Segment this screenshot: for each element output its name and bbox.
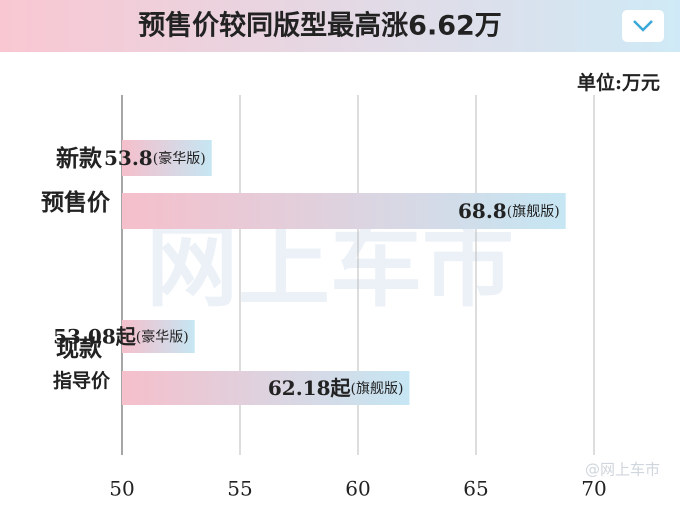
bar-label: 68.8(旗舰版) <box>458 199 560 223</box>
bar <box>122 320 195 353</box>
edition-label: (豪华版) <box>153 151 206 167</box>
watermark: 网上车市 <box>146 212 514 319</box>
x-tick-label: 55 <box>227 477 252 501</box>
value-label: 53.8 <box>104 146 153 170</box>
title-banner <box>0 0 680 52</box>
bar-label: 62.18起(旗舰版) <box>268 376 404 400</box>
chart-title: 预售价较同版型最高涨6.62万 <box>138 10 502 42</box>
bar <box>122 193 566 229</box>
group-label: 新款 <box>56 145 103 172</box>
group-label: 预售价 <box>41 189 111 216</box>
bar-label: 53.08起(豪华版) <box>53 324 189 348</box>
x-tick-label: 70 <box>581 477 606 501</box>
value-label: 68.8 <box>458 199 507 223</box>
x-tick-label: 60 <box>345 477 370 501</box>
value-label: 62.18起 <box>268 376 352 400</box>
group-label: 指导价 <box>53 370 111 392</box>
x-tick-label: 50 <box>109 477 134 501</box>
value-label: 53.08起 <box>53 324 137 348</box>
x-tick-label: 65 <box>463 477 488 501</box>
chevron-icon <box>633 20 653 32</box>
dropdown-button[interactable] <box>622 10 664 42</box>
credit: @网上车市 <box>585 461 660 479</box>
bar <box>122 140 212 176</box>
group-label: 现款 <box>56 335 103 362</box>
edition-label: (旗舰版) <box>507 204 560 220</box>
bar-label: 53.8(豪华版) <box>104 146 206 170</box>
edition-label: (豪华版) <box>136 330 189 346</box>
bar <box>122 371 410 405</box>
unit-label: 单位:万元 <box>577 71 660 94</box>
edition-label: (旗舰版) <box>351 381 404 397</box>
